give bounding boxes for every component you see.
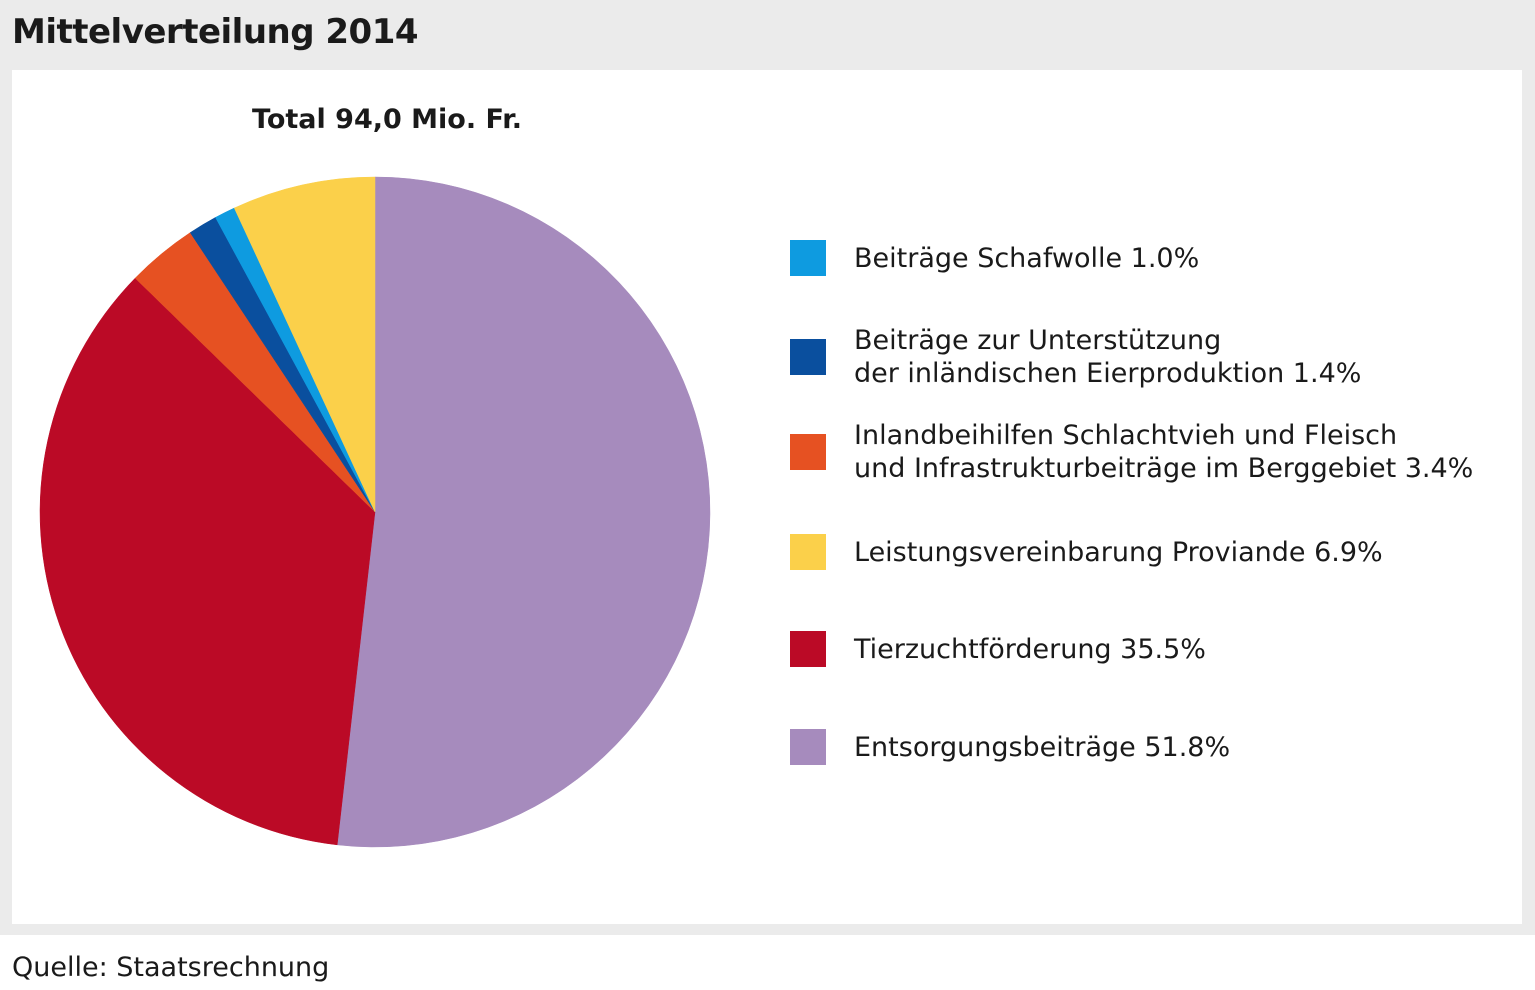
legend-label-line: der inländischen Eierproduktion 1.4% bbox=[854, 358, 1362, 389]
legend-swatch bbox=[790, 631, 826, 667]
legend-label: Beiträge Schafwolle 1.0% bbox=[854, 242, 1199, 275]
legend-swatch bbox=[790, 434, 826, 470]
pie-slice-1 bbox=[39, 277, 376, 846]
legend-label: Beiträge zur Unterstützung der inländisch… bbox=[854, 324, 1361, 390]
frame-border-left bbox=[0, 70, 12, 935]
chart-title: Mittelverteilung 2014 bbox=[12, 12, 419, 52]
legend-label-line: Inlandbeihilfen Schlachtvieh und Fleisch bbox=[854, 420, 1398, 451]
header-band bbox=[0, 0, 1535, 70]
legend-label-line: und Infrastrukturbeiträge im Berggebiet … bbox=[854, 453, 1474, 484]
legend-label-line: Beiträge zur Unterstützung bbox=[854, 325, 1222, 356]
legend-swatch bbox=[790, 240, 826, 276]
legend-label: Inlandbeihilfen Schlachtvieh und Fleisch… bbox=[854, 419, 1473, 485]
source-note: Quelle: Staatsrechnung bbox=[12, 952, 330, 983]
legend-label: Entsorgungsbeiträge 51.8% bbox=[854, 731, 1230, 764]
legend-swatch bbox=[790, 339, 826, 375]
legend-label-line: Tierzuchtförderung 35.5% bbox=[854, 633, 1206, 665]
legend-label: Leistungsvereinbarung Proviande 6.9% bbox=[854, 536, 1383, 569]
pie-slice-5 bbox=[233, 176, 376, 513]
legend-label-line: Leistungsvereinbarung Proviande 6.9% bbox=[854, 536, 1383, 568]
total-label: Total 94,0 Mio. Fr. bbox=[252, 104, 522, 135]
pie-slice-0 bbox=[336, 176, 711, 848]
legend-swatch bbox=[790, 729, 826, 765]
frame-border-bottom bbox=[0, 924, 1535, 935]
legend-label: Tierzuchtförderung 35.5% bbox=[854, 633, 1206, 666]
legend-label-line: Beiträge Schafwolle 1.0% bbox=[854, 242, 1200, 274]
frame-border-right bbox=[1522, 70, 1535, 935]
legend-label-line: Entsorgungsbeiträge 51.8% bbox=[854, 731, 1231, 763]
legend-swatch bbox=[790, 534, 826, 570]
